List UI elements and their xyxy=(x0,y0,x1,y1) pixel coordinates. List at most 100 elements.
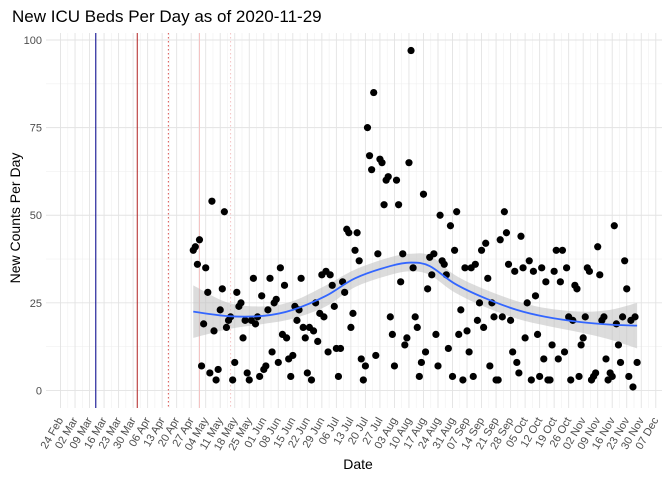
data-point xyxy=(550,267,558,275)
data-point xyxy=(596,271,604,279)
data-point xyxy=(614,341,623,349)
data-point xyxy=(328,281,336,289)
data-point xyxy=(299,323,307,331)
data-point xyxy=(220,208,228,216)
data-point xyxy=(585,267,594,275)
data-point xyxy=(573,285,581,293)
data-point xyxy=(463,327,471,335)
data-point xyxy=(540,355,548,363)
data-point xyxy=(430,250,438,258)
data-point xyxy=(633,358,641,367)
data-point xyxy=(469,372,477,381)
data-point xyxy=(399,250,407,258)
data-point xyxy=(243,369,251,377)
data-point xyxy=(621,257,629,265)
chart-title: New ICU Beds Per Day as of 2020-11-29 xyxy=(12,7,322,26)
data-point xyxy=(351,246,359,254)
data-point xyxy=(245,376,253,384)
data-point xyxy=(623,285,631,293)
data-point xyxy=(473,316,482,324)
data-point xyxy=(324,348,332,356)
data-point xyxy=(440,260,448,268)
data-point xyxy=(202,264,210,272)
y-tick-label: 25 xyxy=(30,298,42,310)
data-point xyxy=(309,327,318,335)
data-point xyxy=(349,309,357,317)
data-point xyxy=(490,313,498,321)
data-point xyxy=(457,306,465,314)
data-point xyxy=(579,334,587,342)
data-point xyxy=(482,239,490,247)
data-point xyxy=(353,229,361,237)
data-point xyxy=(610,222,618,230)
data-point xyxy=(231,358,239,367)
data-point xyxy=(453,208,461,216)
data-point xyxy=(434,362,442,370)
data-point xyxy=(359,376,367,384)
data-point xyxy=(608,372,616,381)
data-point xyxy=(432,330,440,339)
data-point xyxy=(287,372,295,381)
data-point xyxy=(504,260,513,268)
data-point xyxy=(484,274,492,282)
data-point xyxy=(521,334,529,342)
data-point xyxy=(519,264,527,272)
data-point xyxy=(413,323,421,331)
data-point xyxy=(266,274,274,282)
y-tick-label: 50 xyxy=(30,210,42,222)
data-point xyxy=(241,316,249,324)
trend-line-layer xyxy=(193,261,638,327)
data-point xyxy=(471,260,479,268)
data-point xyxy=(334,372,343,381)
data-point xyxy=(193,260,202,268)
data-point xyxy=(496,236,504,244)
data-point xyxy=(531,292,540,300)
data-point xyxy=(455,330,463,339)
data-point xyxy=(407,46,415,55)
data-point xyxy=(592,369,600,377)
data-point xyxy=(380,201,388,209)
data-points xyxy=(189,46,641,391)
data-point xyxy=(368,166,376,174)
data-point xyxy=(341,288,349,296)
data-point xyxy=(625,372,633,381)
data-point xyxy=(195,236,204,244)
data-point xyxy=(386,313,394,321)
y-tick-label: 0 xyxy=(36,385,42,397)
data-point xyxy=(523,299,531,307)
data-point xyxy=(477,246,486,254)
data-point xyxy=(525,257,533,265)
data-point xyxy=(405,159,413,167)
data-point xyxy=(320,313,328,321)
data-point xyxy=(600,313,608,321)
data-point xyxy=(233,288,241,296)
data-point xyxy=(372,351,380,360)
data-point xyxy=(480,323,488,331)
data-point xyxy=(330,302,338,310)
data-point xyxy=(581,313,589,321)
data-point xyxy=(428,271,436,279)
data-point xyxy=(594,243,602,251)
data-point xyxy=(204,288,212,296)
data-point xyxy=(446,222,455,230)
data-point xyxy=(297,274,305,282)
data-point xyxy=(575,372,583,381)
x-axis-title: Date xyxy=(343,456,373,472)
data-point xyxy=(378,159,386,167)
y-tick-label: 100 xyxy=(24,35,42,47)
data-point xyxy=(289,351,297,360)
data-point xyxy=(206,369,214,377)
data-point xyxy=(602,355,610,363)
data-point xyxy=(448,372,457,381)
data-point xyxy=(191,243,199,251)
data-point xyxy=(390,362,399,370)
data-point xyxy=(450,246,459,254)
data-point xyxy=(556,278,564,286)
data-point xyxy=(554,355,562,363)
data-point xyxy=(509,348,517,356)
data-point xyxy=(262,362,270,370)
data-point xyxy=(251,320,260,328)
data-point xyxy=(293,316,301,324)
data-point xyxy=(411,313,419,321)
data-point xyxy=(529,267,538,275)
